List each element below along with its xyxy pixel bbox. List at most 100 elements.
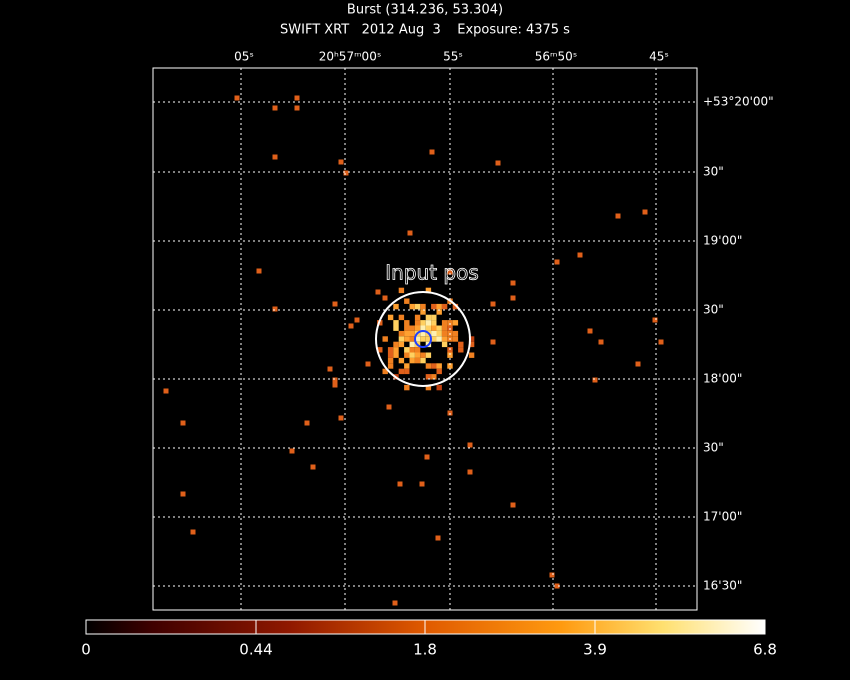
annotation: Input pos <box>385 261 479 285</box>
source-circle <box>375 291 471 387</box>
photon-pixel <box>425 287 432 294</box>
photon-pixel <box>343 170 349 176</box>
photon-pixel <box>431 314 437 321</box>
photon-pixel <box>441 330 448 337</box>
photon-pixel <box>635 361 641 367</box>
photon-pixel <box>414 357 421 364</box>
photon-pixel <box>294 105 300 111</box>
photon-pixel <box>393 347 399 353</box>
photon-pixel <box>420 352 426 358</box>
photon-pixel <box>387 363 394 369</box>
photon-pixel <box>404 363 410 369</box>
photon-pixel <box>392 600 398 606</box>
photon-pixel <box>393 325 399 331</box>
photon-pixel <box>398 330 405 337</box>
photon-pixel <box>658 339 664 345</box>
photon-pixel <box>377 347 383 353</box>
photon-pixel <box>404 347 410 353</box>
photon-pixel <box>386 404 392 410</box>
photon-pixel <box>382 295 388 301</box>
photon-pixel <box>327 366 333 372</box>
photon-pixel <box>409 330 415 337</box>
photon-pixel <box>420 320 426 326</box>
photon-pixel <box>447 363 453 369</box>
photon-pixel <box>414 320 421 326</box>
photon-pixel <box>393 320 399 326</box>
photon-pixel <box>404 352 410 358</box>
photon-pixel <box>310 464 316 470</box>
photon-pixel <box>425 374 432 380</box>
photon-pixel <box>431 330 437 337</box>
photon-pixel <box>414 314 421 321</box>
photon-pixel <box>420 309 426 315</box>
photon-pixel <box>436 336 442 342</box>
photon-pixel <box>414 352 421 358</box>
photon-pixel <box>431 336 437 342</box>
photon-pixel <box>452 320 459 326</box>
colorbar-label: 3.9 <box>583 641 607 659</box>
ra-label: 05ˢ <box>234 50 254 64</box>
photon-pixel <box>409 357 415 364</box>
photon-pixel <box>234 95 240 101</box>
photon-pixel <box>441 341 448 348</box>
photon-pixel <box>163 388 169 394</box>
photon-pixel <box>510 502 516 508</box>
photon-pixel <box>431 363 437 369</box>
dec-label: 16'30" <box>703 579 742 593</box>
dec-label: 30" <box>703 303 724 317</box>
photon-pixel <box>398 314 405 321</box>
subtitle: SWIFT XRT 2012 Aug 3 Exposure: 4375 s <box>280 23 570 38</box>
photon-pixel <box>332 301 338 307</box>
photon-pixel <box>190 529 196 535</box>
photon-pixel <box>420 336 426 342</box>
photon-pixel <box>436 309 442 315</box>
photon-pixel <box>404 320 410 326</box>
photon-pixel <box>409 352 415 358</box>
photon-pixel <box>294 95 300 101</box>
photon-pixel <box>409 347 415 353</box>
photon-pixel <box>615 213 621 219</box>
photon-pixel <box>435 535 441 541</box>
photon-pixel <box>458 341 464 348</box>
photon-pixel <box>577 252 583 258</box>
photon-pixel <box>404 330 410 337</box>
ra-label: 55ˢ <box>443 50 463 64</box>
photon-pixel <box>419 481 425 487</box>
dec-label: 30" <box>703 165 724 179</box>
photon-pixel <box>397 481 403 487</box>
photon-pixel <box>393 303 399 310</box>
photon-pixel <box>409 341 415 348</box>
photon-pixel <box>447 352 453 358</box>
photon-pixel <box>404 384 410 391</box>
photon-pixel <box>398 357 405 364</box>
photon-pixel <box>425 314 432 321</box>
photon-pixel <box>467 469 473 475</box>
photon-pixel <box>425 363 432 369</box>
ra-label: 56ᵐ50ˢ <box>535 50 578 64</box>
photon-pixel <box>458 347 464 353</box>
photon-pixel <box>441 303 448 310</box>
photon-pixel <box>490 339 496 345</box>
photon-pixels <box>163 95 664 606</box>
photon-pixel <box>587 328 593 334</box>
dec-label: 30" <box>703 441 724 455</box>
photon-pixel <box>592 377 598 383</box>
photon-pixel <box>338 159 344 165</box>
photon-pixel <box>256 268 262 274</box>
photon-pixel <box>436 384 442 391</box>
colorbar-labels: 0 0.44 1.8 3.9 6.8 <box>81 620 777 659</box>
photon-pixel <box>409 303 415 310</box>
photon-pixel <box>289 448 295 454</box>
photon-pixel <box>414 303 421 310</box>
photon-pixel <box>431 320 437 326</box>
photon-pixel <box>420 303 426 310</box>
photon-pixel <box>495 160 501 166</box>
title: Burst (314.236, 53.304) <box>347 3 503 18</box>
photon-pixel <box>387 352 394 358</box>
photon-pixel <box>436 368 442 375</box>
photon-pixel <box>272 154 278 160</box>
photon-pixel <box>431 325 437 331</box>
photon-pixel <box>407 230 413 236</box>
